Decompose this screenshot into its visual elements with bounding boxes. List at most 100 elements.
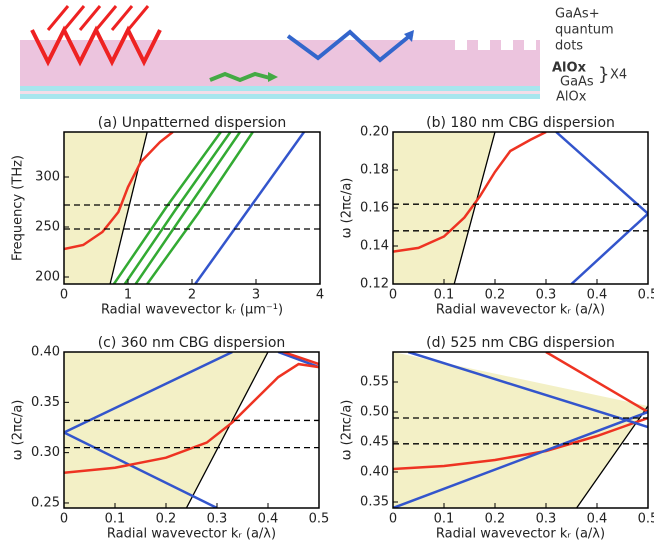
label: AlOx (556, 90, 587, 105)
x-tick-label: 0.3 (536, 512, 557, 527)
x-tick-label: 0 (60, 288, 68, 303)
panel: 0 0.1 0.2 0.3 0.4 0.5 0.35 0.40 0.45 0.50 0.55 (d) … (340, 335, 654, 542)
x-tick-label: 0 (389, 512, 397, 527)
light-line (453, 132, 496, 284)
light-cone (393, 132, 495, 284)
x-tick-label: 0.3 (207, 512, 228, 527)
band-curve (545, 352, 648, 414)
guided-wave (286, 29, 414, 63)
x-tick-label: 0.1 (434, 288, 455, 303)
light-cone (64, 132, 148, 284)
x-tick-label: 0.1 (434, 512, 455, 527)
y-tick-label: 0.50 (360, 405, 389, 420)
y-tick-label: 0.14 (360, 239, 389, 254)
y-tick-label: 0.12 (360, 277, 389, 292)
grating-gap (524, 40, 536, 50)
band-curve (146, 132, 254, 284)
y-tick-label: 200 (35, 270, 60, 285)
band-curve (64, 362, 319, 475)
x-tick-label: 2 (188, 288, 196, 303)
x-tick-label: 0.5 (309, 512, 330, 527)
plot-area (64, 352, 319, 508)
band-curve (64, 132, 174, 251)
y-axis-label: Frequency (THz) (11, 155, 26, 261)
plot-area (393, 352, 648, 508)
y-tick-label: 0.55 (360, 375, 389, 390)
x-tick-label: 0.5 (638, 512, 654, 527)
x-tick-label: 3 (252, 288, 260, 303)
y-tick-label: 0.30 (31, 445, 60, 460)
band-curve (277, 352, 319, 369)
label: GaAs+ (555, 7, 600, 22)
alox-layer (20, 94, 540, 99)
band-curve (64, 352, 233, 434)
band-curve (407, 352, 648, 429)
panel: 0 0.1 0.2 0.3 0.4 0.5 0.25 0.30 0.35 0.40 (c) 360 … (11, 335, 330, 542)
x-tick-label: 0.4 (587, 288, 608, 303)
label: GaAs (560, 75, 594, 90)
label: AlOx (552, 61, 587, 76)
y-tick-label: 0.40 (360, 465, 389, 480)
light-cone (64, 352, 268, 508)
band-curve (64, 431, 218, 508)
band-curve (393, 410, 648, 508)
x-tick-label: 0.2 (485, 288, 506, 303)
x-tick-label: 0.4 (587, 512, 608, 527)
brace: } (598, 64, 609, 85)
y-tick-label: 0.40 (31, 345, 60, 360)
y-tick-label: 250 (35, 220, 60, 235)
plot-area (393, 132, 648, 284)
band-curve (555, 132, 648, 284)
x-tick-label: 1 (124, 288, 132, 303)
light-cone (393, 352, 648, 508)
band-curve (123, 132, 232, 284)
x-axis-label: Radial wavevector kᵣ (a/λ) (436, 527, 605, 542)
y-tick-label: 0.20 (360, 125, 389, 140)
band-curve (112, 132, 222, 284)
x-axis-label: Radial wavevector kᵣ (a/λ) (436, 303, 605, 318)
light-line (109, 132, 148, 284)
x-axis-label: Radial wavevector kᵣ (a/λ) (107, 527, 276, 542)
alox-layer (20, 86, 540, 91)
arrow-head (268, 72, 278, 82)
panel: 0 0.1 0.2 0.3 0.4 0.5 0.12 0.14 0.16 0.18 0.20 (b) … (340, 115, 654, 318)
x-tick-label: 0.2 (156, 512, 177, 527)
band-curve (134, 132, 242, 284)
panel: 0 1 2 3 4 200 250 300 (a) Unpatterned dispersion… (11, 115, 325, 318)
plot-frame (392, 351, 649, 509)
chart-title: (a) Unpatterned dispersion (98, 115, 286, 131)
label: X4 (610, 68, 627, 83)
y-tick-label: 0.18 (360, 163, 389, 178)
slab-wave (209, 71, 271, 83)
x-tick-label: 0.4 (258, 512, 279, 527)
band-curve (282, 352, 319, 366)
y-axis-label: ω (2πc/a) (340, 178, 355, 239)
chart-title: (b) 180 nm CBG dispersion (426, 115, 615, 131)
plot-frame (63, 351, 320, 509)
grating-gap (501, 40, 513, 50)
y-tick-label: 0.35 (360, 495, 389, 510)
label: quantum (555, 23, 614, 38)
x-tick-label: 0 (389, 288, 397, 303)
x-axis-label: Radial wavevector kᵣ (μm⁻¹) (101, 303, 283, 318)
chart-title: (c) 360 nm CBG dispersion (98, 335, 286, 351)
y-tick-label: 0.25 (31, 495, 60, 510)
layer-diagram: GaAs+ quantum dots AlOx GaAs AlOx } X4 (20, 5, 627, 105)
emission-arrows (46, 5, 150, 31)
x-tick-label: 0.1 (105, 512, 126, 527)
x-tick-label: 4 (316, 288, 324, 303)
plot-area (64, 132, 320, 284)
x-tick-label: 0.2 (485, 512, 506, 527)
y-tick-label: 0.45 (360, 435, 389, 450)
band-curve (194, 132, 306, 284)
x-tick-label: 0.3 (536, 288, 557, 303)
light-line (185, 352, 269, 508)
label: dots (555, 39, 583, 54)
x-tick-label: 0.5 (638, 288, 654, 303)
y-axis-label: ω (2πc/a) (340, 400, 355, 461)
y-tick-label: 0.16 (360, 201, 389, 216)
gaas-thin (20, 91, 540, 94)
band-curve (393, 132, 547, 253)
x-tick-label: 0 (60, 512, 68, 527)
